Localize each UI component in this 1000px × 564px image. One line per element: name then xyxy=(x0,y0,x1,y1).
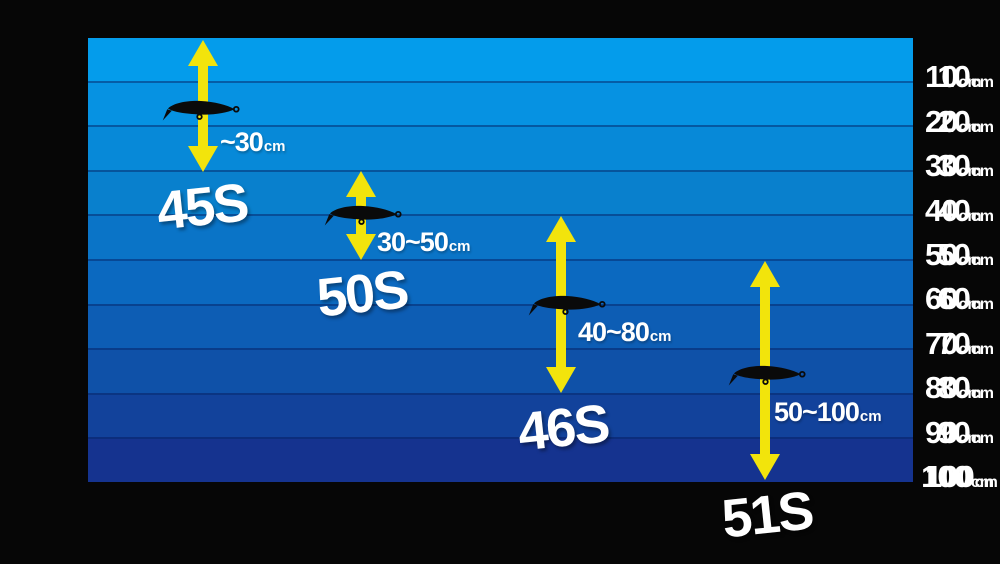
range-label-45s: ~30cm xyxy=(220,127,286,158)
water-band xyxy=(88,392,913,438)
depth-tick: 90cm xyxy=(925,415,982,450)
range-label-46s: 40~80cm xyxy=(578,317,672,348)
lure-silhouette-45s xyxy=(162,95,240,125)
minnow-lure-icon xyxy=(324,205,402,226)
depth-tick: 20cm xyxy=(937,104,994,139)
range-label-50s: 30~50cm xyxy=(377,227,471,258)
range-value: 50~100 xyxy=(774,397,860,427)
water-band xyxy=(88,303,913,349)
water-band xyxy=(88,258,913,304)
depth-tick: 20cm xyxy=(925,104,982,139)
depth-tick: 70cm xyxy=(937,326,994,361)
arrow-down-icon xyxy=(346,234,376,260)
depth-tick: 60cm xyxy=(925,281,982,316)
minnow-lure-icon xyxy=(728,365,806,386)
depth-tick: 60cm xyxy=(937,281,994,316)
arrow-down-icon xyxy=(188,146,218,172)
arrow-down-icon xyxy=(750,454,780,480)
water-band xyxy=(88,169,913,215)
depth-tick: 10cm xyxy=(925,59,982,94)
range-unit: cm xyxy=(649,328,672,345)
water-band xyxy=(88,214,913,259)
lure-silhouette-50s xyxy=(324,200,402,230)
range-value: 30~50 xyxy=(377,227,449,257)
depth-tick: 80cm xyxy=(937,370,994,405)
range-value: 40~80 xyxy=(578,317,650,347)
range-label-51s: 50~100cm xyxy=(774,397,882,428)
depth-tick: 50cm xyxy=(937,237,994,272)
range-unit: cm xyxy=(448,238,471,255)
depth-tick: 100cm xyxy=(925,459,998,494)
depth-tick: 50cm xyxy=(925,237,982,272)
depth-tick: 40cm xyxy=(925,193,982,228)
range-value: ~30 xyxy=(220,127,264,157)
depth-tick: 90cm xyxy=(937,415,994,450)
water-band xyxy=(88,125,913,170)
model-name-51s: 51S xyxy=(719,480,815,550)
water-band xyxy=(88,38,913,81)
depth-tick: 40cm xyxy=(937,193,994,228)
lure-silhouette-51s xyxy=(728,360,806,390)
depth-tick: 30cm xyxy=(925,148,982,183)
depth-tick: 100cm xyxy=(921,459,994,494)
depth-tick: 70cm xyxy=(925,326,982,361)
arrow-down-icon xyxy=(546,367,576,393)
minnow-lure-icon xyxy=(162,100,240,121)
water-area xyxy=(88,38,913,482)
minnow-lure-icon xyxy=(528,295,606,316)
water-band xyxy=(88,80,913,126)
depth-tick: 30cm xyxy=(937,148,994,183)
lure-silhouette-46s xyxy=(528,290,606,320)
depth-tick: 80cm xyxy=(925,370,982,405)
range-unit: cm xyxy=(263,138,286,155)
depth-tick: 10cm xyxy=(937,59,994,94)
range-unit: cm xyxy=(859,408,882,425)
